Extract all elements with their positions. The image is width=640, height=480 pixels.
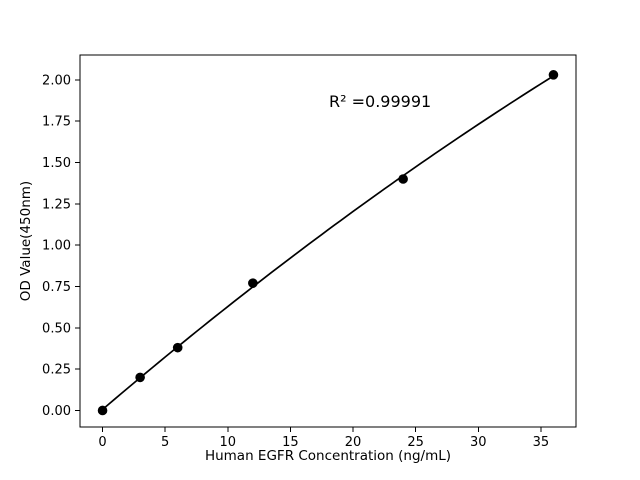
y-tick-label: 1.50 bbox=[42, 156, 71, 171]
x-tick-label: 0 bbox=[98, 435, 106, 450]
x-tick-label: 5 bbox=[161, 435, 169, 450]
y-tick-label: 1.25 bbox=[42, 197, 71, 212]
y-tick-label: 0.50 bbox=[42, 321, 71, 336]
plot-area-border bbox=[79, 54, 577, 428]
data-point-marker bbox=[248, 278, 258, 288]
data-points bbox=[97, 70, 559, 416]
y-tick-label: 1.75 bbox=[42, 115, 71, 130]
axis-tick-labels: 0 5 10 15 20 25 30 35 0.00 0.25 0.50 0.75 1.00 1.25 1.… bbox=[42, 73, 549, 450]
x-tick-label: 30 bbox=[470, 435, 487, 450]
x-axis-label: Human EGFR Concentration (ng/mL) bbox=[205, 448, 451, 464]
data-point-marker bbox=[398, 174, 408, 184]
x-tick-label: 35 bbox=[533, 435, 550, 450]
x-tick-label: 15 bbox=[282, 435, 299, 450]
data-point-marker bbox=[172, 342, 183, 353]
y-axis-label: OD Value(450nm) bbox=[18, 181, 34, 301]
y-tick-label: 1.00 bbox=[42, 239, 71, 254]
data-point-marker bbox=[548, 70, 559, 80]
axis-tick-marks bbox=[75, 79, 542, 432]
r-squared-annotation: R² =0.99991 bbox=[329, 92, 431, 111]
x-tick-label: 20 bbox=[345, 435, 362, 450]
x-tick-label: 10 bbox=[220, 435, 237, 450]
x-tick-label: 25 bbox=[407, 435, 424, 450]
y-tick-label: 0.00 bbox=[42, 404, 71, 419]
y-tick-label: 2.00 bbox=[42, 73, 71, 88]
y-tick-label: 0.25 bbox=[42, 363, 71, 378]
data-point-marker bbox=[97, 405, 108, 416]
y-tick-label: 0.75 bbox=[42, 280, 71, 295]
data-point-marker bbox=[135, 372, 145, 383]
